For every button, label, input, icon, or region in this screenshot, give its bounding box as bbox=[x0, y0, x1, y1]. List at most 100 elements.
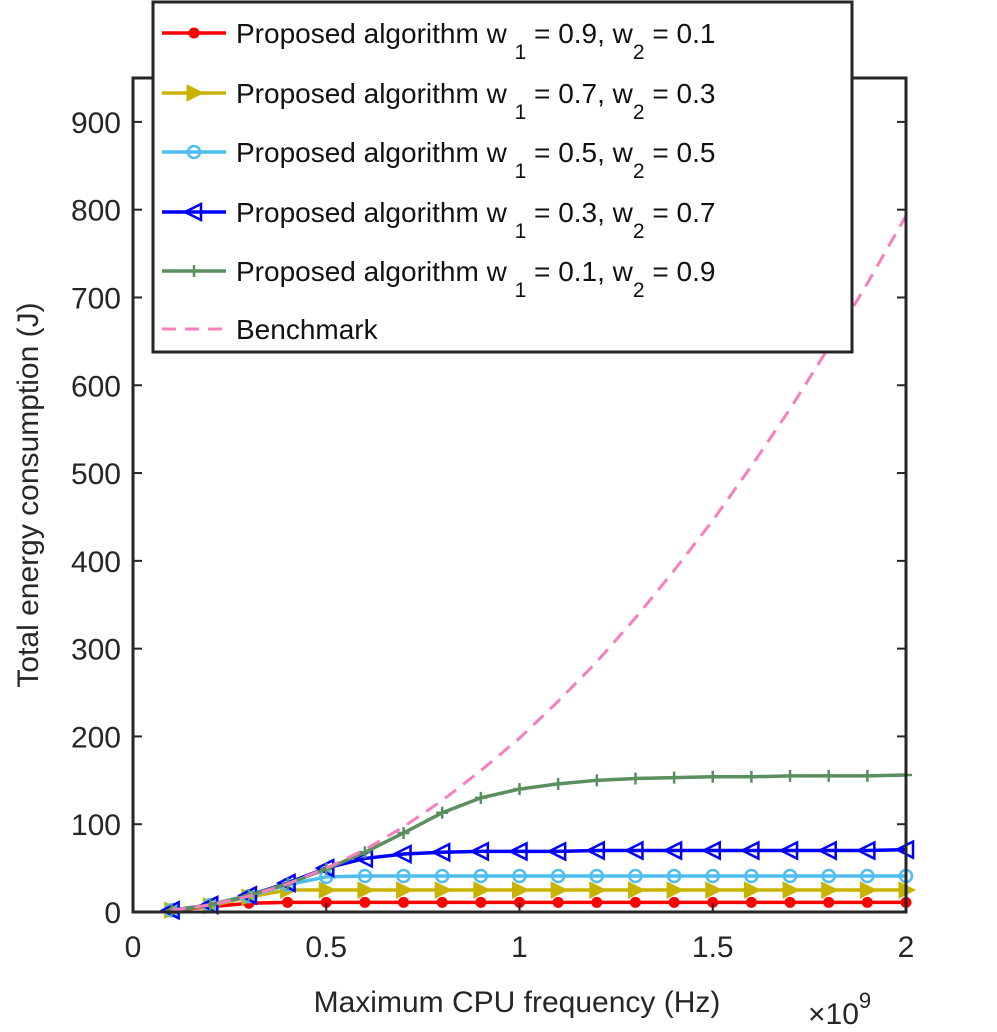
data-point bbox=[778, 840, 799, 861]
data-point bbox=[318, 881, 337, 899]
data-point bbox=[861, 769, 874, 782]
legend-w2: 0.7 bbox=[677, 197, 716, 228]
legend-sub-1: 1 bbox=[515, 41, 527, 64]
y-tick-label: 400 bbox=[71, 546, 121, 579]
x-tick-label: 1 bbox=[511, 931, 528, 964]
data-point bbox=[320, 862, 333, 875]
legend-sep: , w bbox=[597, 18, 634, 49]
data-point bbox=[629, 896, 641, 908]
data-point bbox=[473, 868, 489, 884]
data-point bbox=[550, 881, 569, 899]
legend-entry: Proposed algorithm w 1 = 0.5, w2 = 0.5 bbox=[162, 137, 715, 183]
y-tick-label: 700 bbox=[71, 282, 121, 315]
data-point bbox=[628, 868, 643, 884]
legend-eq: = bbox=[526, 137, 558, 168]
legend-label: Benchmark bbox=[236, 314, 379, 345]
data-point bbox=[823, 896, 835, 908]
data-point bbox=[822, 769, 835, 782]
data-point bbox=[700, 840, 721, 861]
legend-label: Proposed algorithm w 1 = 0.1, w2 = 0.9 bbox=[236, 256, 715, 302]
legend-sep: , w bbox=[597, 137, 634, 168]
legend-w2: 0.9 bbox=[677, 256, 716, 287]
legend-prefix: Proposed algorithm w bbox=[236, 78, 515, 109]
data-point bbox=[668, 896, 680, 908]
data-point bbox=[512, 881, 530, 899]
x-exponent-power: 9 bbox=[859, 988, 871, 1013]
data-point bbox=[591, 896, 603, 908]
x-exponent-label: ×109 bbox=[808, 988, 871, 1031]
legend-w2: 0.3 bbox=[677, 78, 716, 109]
data-point bbox=[627, 881, 646, 899]
x-tick-label: 1.5 bbox=[692, 931, 734, 964]
y-tick-label: 900 bbox=[71, 107, 121, 140]
data-point bbox=[469, 841, 490, 862]
data-point bbox=[473, 881, 491, 899]
data-point bbox=[434, 881, 453, 899]
data-point bbox=[585, 840, 606, 861]
y-tick-label: 600 bbox=[71, 370, 121, 403]
data-point bbox=[391, 844, 412, 865]
data-point bbox=[705, 881, 723, 899]
legend-eq: = bbox=[526, 256, 558, 287]
data-point bbox=[550, 868, 566, 884]
legend-sub-2: 2 bbox=[633, 160, 645, 183]
legend-marker bbox=[188, 265, 200, 277]
legend-sub-2: 2 bbox=[633, 220, 645, 243]
axis-ticks: 0 0.5 1 1.5 2 0 100 200 300 400 500 600 700 800 900 bbox=[71, 78, 914, 964]
data-point bbox=[662, 840, 683, 861]
legend-box bbox=[151, 0, 854, 354]
legend-sub-2: 2 bbox=[633, 41, 645, 64]
legend-w2: 0.5 bbox=[677, 137, 716, 168]
y-tick-label: 500 bbox=[71, 458, 121, 491]
legend-sep: , w bbox=[597, 256, 634, 287]
data-point bbox=[474, 791, 487, 804]
data-point bbox=[589, 881, 607, 899]
legend-eq: = bbox=[645, 18, 677, 49]
legend-prefix: Benchmark bbox=[236, 314, 379, 345]
data-point bbox=[784, 896, 796, 908]
data-point bbox=[475, 896, 487, 908]
legend-eq: = bbox=[526, 197, 558, 228]
data-point bbox=[513, 783, 526, 796]
data-point bbox=[436, 806, 449, 819]
data-point bbox=[359, 896, 371, 908]
data-point bbox=[744, 868, 759, 884]
data-point bbox=[512, 868, 527, 884]
data-point bbox=[705, 868, 720, 884]
legend-sub-1: 1 bbox=[515, 220, 527, 243]
data-point bbox=[706, 770, 719, 783]
data-point bbox=[784, 769, 797, 782]
data-point bbox=[436, 896, 448, 908]
legend-entry: Proposed algorithm w 1 = 0.1, w2 = 0.9 bbox=[162, 256, 715, 302]
legend-sep: , w bbox=[597, 197, 634, 228]
legend-eq: = bbox=[645, 137, 677, 168]
data-point bbox=[552, 777, 565, 790]
data-point bbox=[430, 842, 451, 863]
plot-lines bbox=[159, 215, 917, 921]
series-line bbox=[171, 900, 906, 912]
series-line bbox=[171, 215, 908, 912]
legend-marker bbox=[186, 84, 205, 102]
x-tick-label: 2 bbox=[898, 931, 915, 964]
legend-entry: Proposed algorithm w 1 = 0.3, w2 = 0.7 bbox=[162, 197, 715, 243]
legend: Proposed algorithm w 1 = 0.9, w2 = 0.1Pr… bbox=[151, 0, 854, 354]
legend-sub-2: 2 bbox=[633, 279, 645, 302]
data-point bbox=[816, 840, 837, 861]
data-point bbox=[782, 881, 801, 899]
data-point bbox=[666, 881, 685, 899]
legend-prefix: Proposed algorithm w bbox=[236, 18, 515, 49]
data-point bbox=[396, 868, 411, 884]
legend-eq: = bbox=[526, 78, 558, 109]
y-tick-label: 0 bbox=[104, 897, 121, 930]
data-point bbox=[859, 881, 878, 899]
data-point bbox=[357, 881, 376, 899]
data-point bbox=[743, 881, 762, 899]
legend-label: Proposed algorithm w 1 = 0.7, w2 = 0.3 bbox=[236, 78, 715, 124]
legend-w1: 0.9 bbox=[558, 18, 597, 49]
legend-w2: 0.1 bbox=[677, 18, 716, 49]
legend-w1: 0.7 bbox=[558, 78, 597, 109]
data-point bbox=[396, 881, 414, 899]
y-tick-label: 800 bbox=[71, 195, 121, 228]
x-exponent-base: ×10 bbox=[808, 998, 859, 1031]
